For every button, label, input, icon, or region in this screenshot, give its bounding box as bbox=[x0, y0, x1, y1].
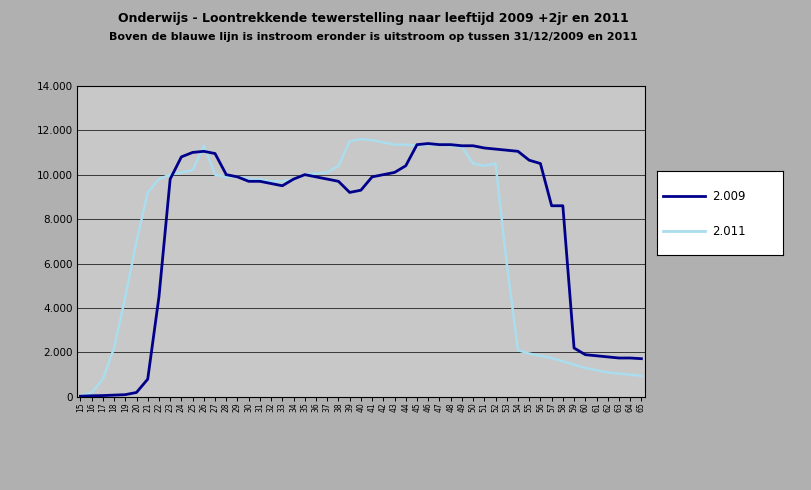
2.009 bbox=[423, 141, 433, 147]
2.009 bbox=[637, 356, 646, 362]
Line: 2.009: 2.009 bbox=[80, 144, 642, 396]
2.011 bbox=[625, 372, 635, 378]
2.009 bbox=[457, 143, 467, 148]
2.011 bbox=[244, 176, 254, 182]
2.009 bbox=[625, 355, 635, 361]
2.011 bbox=[199, 143, 208, 148]
2.011 bbox=[491, 161, 500, 167]
Text: Onderwijs - Loontrekkende tewerstelling naar leeftijd 2009 +2jr en 2011: Onderwijs - Loontrekkende tewerstelling … bbox=[118, 12, 629, 25]
Text: Boven de blauwe lijn is instroom eronder is uitstroom op tussen 31/12/2009 en 20: Boven de blauwe lijn is instroom eronder… bbox=[109, 32, 637, 42]
Text: 2.009: 2.009 bbox=[712, 190, 746, 203]
2.009 bbox=[255, 178, 264, 184]
Line: 2.011: 2.011 bbox=[80, 139, 642, 396]
2.009 bbox=[75, 393, 85, 399]
2.009 bbox=[199, 148, 208, 154]
2.011 bbox=[637, 373, 646, 379]
2.009 bbox=[244, 178, 254, 184]
Text: 2.011: 2.011 bbox=[712, 225, 746, 238]
2.011 bbox=[356, 136, 366, 142]
2.011 bbox=[75, 393, 85, 399]
2.011 bbox=[255, 176, 264, 182]
2.009 bbox=[491, 146, 500, 152]
2.011 bbox=[457, 144, 467, 150]
